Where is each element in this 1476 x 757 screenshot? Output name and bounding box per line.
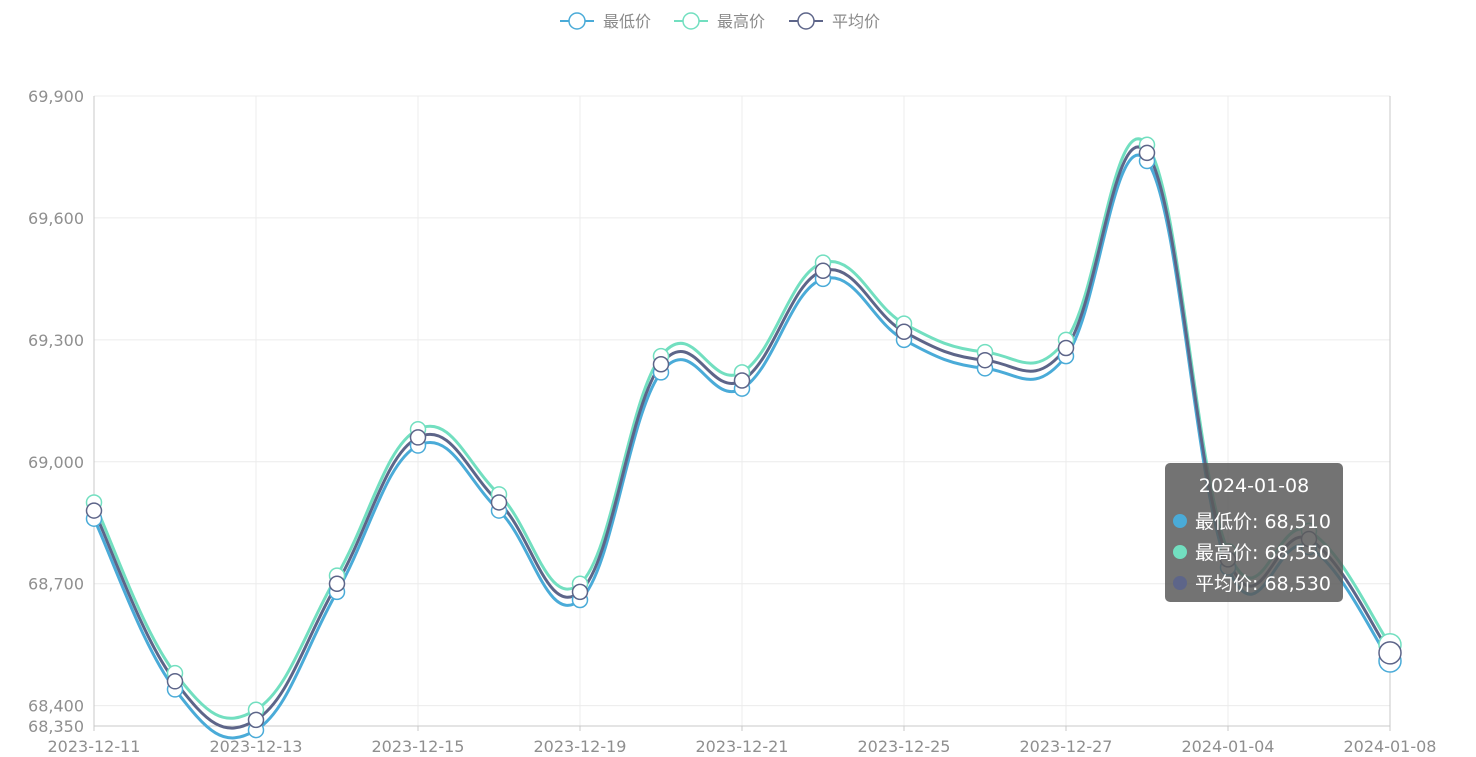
y-tick-label: 68,400 [28, 697, 84, 716]
tooltip-avg-value: 平均价: 68,530 [1195, 573, 1331, 595]
x-tick-label: 2023-12-13 [210, 737, 303, 756]
tooltip-low-value: 最低价: 68,510 [1195, 511, 1331, 533]
y-tick-label: 68,350 [28, 717, 84, 736]
x-tick-label: 2024-01-08 [1344, 737, 1437, 756]
tooltip-dot-high [1173, 544, 1187, 559]
legend-item-high: 最高价 [674, 12, 765, 31]
x-tick-label: 2023-12-11 [48, 737, 141, 756]
point-avg [571, 583, 589, 601]
tooltip-row-high: 最高价: 68,550 [1173, 536, 1343, 567]
point-avg [328, 575, 346, 592]
tooltip-high-value: 最高价: 68,550 [1195, 542, 1331, 564]
legend: 最低价 最高价 平均价 [560, 12, 880, 31]
point-avg [733, 372, 751, 389]
point-avg [1378, 641, 1402, 665]
point-avg [409, 429, 427, 446]
legend-label: 最高价 [717, 12, 765, 31]
point-avg [247, 711, 265, 729]
point-avg [652, 356, 670, 373]
x-tick-label: 2024-01-04 [1182, 737, 1275, 756]
x-tick-label: 2023-12-25 [858, 737, 951, 756]
legend-marker [797, 12, 815, 30]
tooltip-dot-low [1173, 513, 1187, 528]
legend-marker [682, 12, 700, 30]
x-tick-label: 2023-12-15 [372, 737, 465, 756]
legend-label: 平均价 [832, 12, 880, 31]
y-tick-label: 69,900 [28, 87, 84, 106]
y-tick-label: 69,300 [28, 331, 84, 350]
legend-label: 最低价 [603, 12, 651, 31]
x-tick-label: 2023-12-27 [1020, 737, 1113, 756]
tooltip-date: 2024-01-08 [1198, 475, 1310, 497]
legend-marker [568, 12, 586, 30]
y-tick-label: 69,000 [28, 453, 84, 472]
tooltip-dot-avg [1173, 575, 1187, 590]
x-tick-label: 2023-12-21 [696, 737, 789, 756]
point-avg [490, 494, 508, 511]
chart-tooltip: 2024-01-08 最低价: 68,510 最高价: 68,550 平均价: … [1165, 463, 1343, 602]
grid-lines [94, 95, 1390, 726]
y-tick-label: 68,700 [28, 575, 84, 594]
point-avg [895, 323, 913, 340]
x-tick-label: 2023-12-19 [534, 737, 627, 756]
legend-item-low: 最低价 [560, 12, 651, 31]
point-avg [1138, 144, 1156, 162]
point-avg [814, 262, 832, 280]
y-tick-label: 69,600 [28, 209, 84, 228]
legend-item-avg: 平均价 [789, 12, 880, 31]
point-avg [1057, 339, 1075, 357]
tooltip-row-avg: 平均价: 68,530 [1173, 567, 1343, 598]
point-avg [976, 351, 994, 369]
point-avg [166, 673, 184, 690]
tooltip-row-low: 最低价: 68,510 [1173, 505, 1343, 536]
point-avg [85, 502, 103, 519]
